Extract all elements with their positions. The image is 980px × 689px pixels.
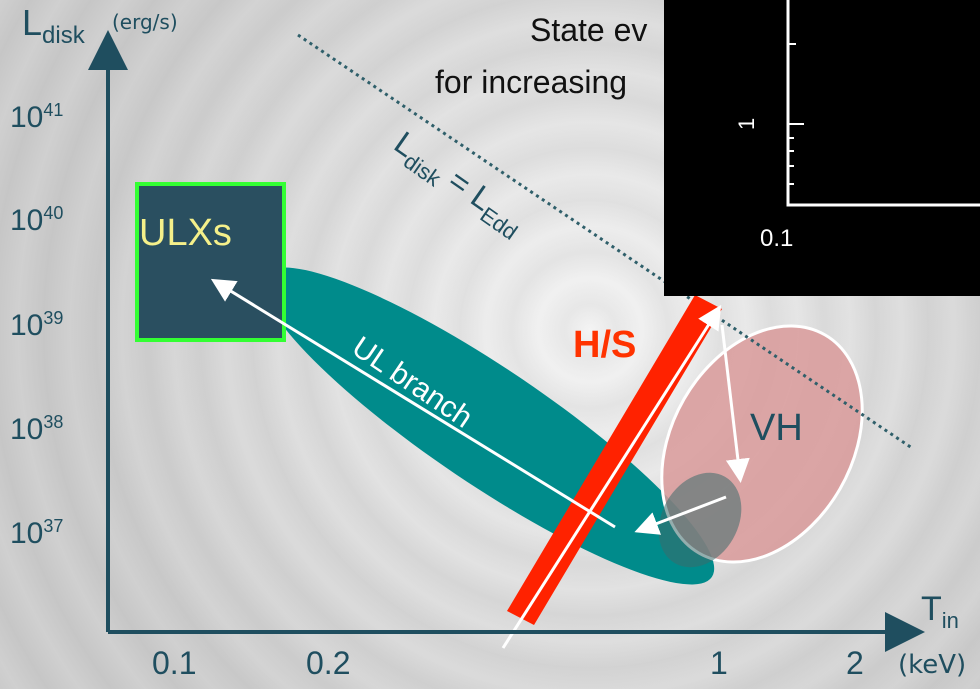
vh-to-branch-arrow [634,495,727,535]
vh-label: VH [750,407,803,449]
ulx-label: ULXs [139,212,232,254]
eddington-line [297,33,913,450]
hs-bar [507,295,722,625]
inset-svg: 1 0.1 [734,0,980,252]
y-tick-38: 1038 [10,412,64,446]
inset-y-label: 1 [734,118,759,130]
hs-label: H/S [573,324,636,366]
ul-branch-arrow [210,278,616,529]
x-axis-label: Tin [921,590,959,633]
vh-down-arrow [720,324,750,483]
y-tick-41: 1041 [10,100,64,134]
y-axis-label: Ldisk [22,2,85,49]
x-axis-unit: (keV) [898,650,967,680]
y-axis-unit: (erg/s) [112,10,178,34]
title-line-2: for increasing [435,64,628,100]
x-tick-0-2: 0.2 [306,645,351,681]
overlap-shade [658,472,742,568]
x-tick-0-1: 0.1 [152,645,197,681]
x-tick-1: 1 [710,645,728,681]
hs-arrow [501,304,722,649]
title-line-1: State ev [530,12,648,48]
ulx-box [135,182,286,342]
inset-plot: 1 0.1 [664,0,980,296]
eddington-label: Ldisk = LEdd [385,124,532,245]
x-tick-2: 2 [846,645,864,681]
y-tick-39: 1039 [10,308,64,342]
inset-x-tick: 0.1 [760,225,793,252]
y-tick-37: 1037 [10,516,64,550]
y-tick-40: 1040 [10,203,64,237]
